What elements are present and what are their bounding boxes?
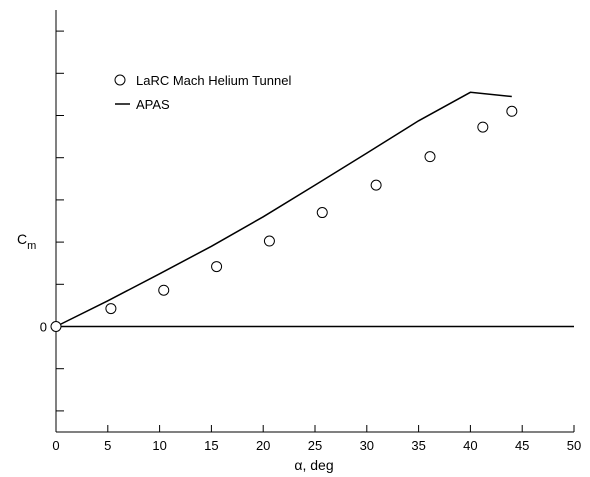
x-axis-label: α, deg: [294, 457, 333, 473]
legend-label-apas: APAS: [136, 97, 170, 112]
larc-data-point: [211, 261, 223, 273]
y-axis-label-subscript: m: [27, 240, 36, 252]
x-tick-label: 20: [256, 438, 270, 453]
larc-data-point: [105, 303, 117, 315]
larc-data-point: [158, 284, 170, 296]
larc-data-point: [370, 179, 382, 191]
ticks: 0 5 10 15 20 25 30 35 40 45 50 0: [40, 30, 581, 453]
legend: LaRC Mach Helium Tunnel APAS: [114, 73, 291, 112]
x-tick-label: 0: [52, 438, 59, 453]
larc-series: [50, 105, 518, 332]
x-tick-label: 50: [567, 438, 581, 453]
x-tick-label: 10: [152, 438, 166, 453]
legend-label-larc: LaRC Mach Helium Tunnel: [136, 73, 291, 88]
larc-data-point: [506, 105, 518, 117]
x-tick-label: 45: [515, 438, 529, 453]
apas-line: [55, 91, 512, 328]
larc-data-point: [263, 235, 275, 247]
x-tick-label: 25: [308, 438, 322, 453]
y-tick-label: 0: [40, 320, 47, 335]
larc-data-point: [50, 321, 62, 332]
legend-marker-larc: [114, 74, 126, 86]
apas-series: [55, 91, 512, 328]
larc-data-point: [424, 151, 436, 163]
x-tick-label: 15: [204, 438, 218, 453]
x-tick-label: 40: [463, 438, 477, 453]
x-tick-label: 5: [104, 438, 111, 453]
y-axis-label: Cm: [17, 231, 36, 252]
x-tick-label: 35: [411, 438, 425, 453]
y-axis-label-main: C: [17, 231, 27, 247]
axes: [55, 10, 574, 433]
x-tick-label: 30: [360, 438, 374, 453]
larc-data-point: [477, 121, 489, 133]
larc-data-point: [316, 207, 328, 219]
